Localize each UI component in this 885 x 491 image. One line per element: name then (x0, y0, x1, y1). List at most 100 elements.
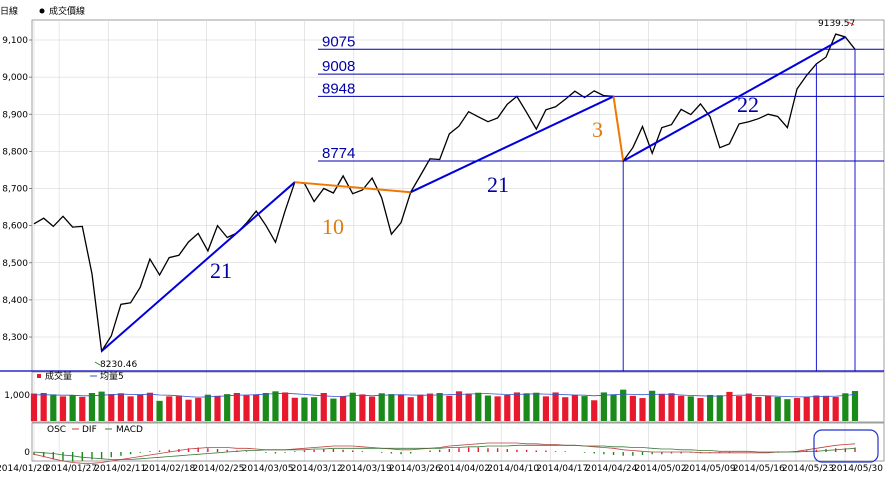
price-y-tick-label: 8,300 (2, 333, 28, 343)
low-price-label: 8230.46 (100, 360, 137, 370)
volume-bar (339, 396, 347, 421)
volume-bar (513, 392, 521, 421)
chart-period-label: 日線 (0, 5, 18, 17)
volume-bar (224, 394, 231, 421)
volume-bar (282, 392, 289, 421)
volume-bar (214, 395, 221, 421)
volume-bar (359, 394, 366, 421)
volume-bar (166, 396, 173, 421)
volume-bar (378, 393, 385, 421)
level-label: 8948 (322, 80, 355, 97)
macd-plot (33, 429, 879, 464)
highlight-box (813, 429, 879, 463)
volume-bar (436, 393, 443, 421)
x-tick-label: 2014/03/19 (340, 464, 392, 474)
price-y-tick-label: 8,700 (2, 185, 28, 195)
wave-segment (294, 181, 411, 194)
volume-bar (610, 394, 617, 421)
volume-bar (629, 395, 636, 421)
volume-bar (793, 398, 801, 421)
volume-bar (243, 395, 250, 421)
volume-bar (465, 393, 472, 421)
volume-bar (262, 393, 269, 421)
volume-bar (368, 396, 376, 421)
volume-bar (311, 397, 318, 421)
volume-bar (253, 394, 260, 421)
volume-bar (475, 392, 482, 421)
volume-bar (842, 393, 849, 421)
volume-bar (649, 390, 656, 421)
x-tick-label: 2014/05/02 (635, 464, 687, 474)
volume-plot (30, 389, 859, 421)
volume-bar (98, 391, 105, 421)
x-tick-label: 2014/04/10 (487, 464, 539, 474)
macd-legend-label: MACD (116, 425, 143, 435)
volume-bar (50, 394, 57, 421)
volume-bar (69, 395, 76, 421)
price-y-tick-label: 9,100 (2, 36, 28, 46)
x-tick-label: 2014/04/24 (585, 464, 637, 474)
volume-bar (774, 396, 781, 421)
volume-bar (803, 396, 810, 421)
macd-y-tick: 0 (24, 448, 30, 458)
x-tick-label: 2014/01/20 (0, 464, 48, 474)
level-label: 8774 (322, 145, 355, 162)
volume-bar (272, 391, 279, 421)
dif-legend-label: DIF (82, 425, 97, 435)
volume-bar (185, 399, 192, 421)
price-panel-frame (31, 19, 885, 372)
volume-bar (542, 396, 550, 421)
volume-bar (533, 392, 540, 421)
volume-y-tick: 1,000 (4, 391, 30, 401)
volume-bar (349, 392, 356, 421)
high-marker (847, 21, 855, 26)
volume-bar (504, 394, 511, 421)
volume-bar (320, 393, 327, 421)
volume-bar (851, 391, 859, 421)
volume-bar (822, 395, 830, 421)
level-label: 9008 (322, 58, 355, 75)
high-price-label: 9139.57 (818, 19, 855, 29)
x-tick-label: 2014/02/18 (143, 464, 195, 474)
volume-bar (407, 397, 414, 421)
volume-bar (668, 393, 675, 421)
x-tick-label: 2014/05/30 (831, 464, 883, 474)
x-tick-label: 2014/05/23 (782, 464, 834, 474)
volume-bar (687, 396, 694, 421)
volume-bar (591, 400, 598, 421)
annotation-layer: 9075 9008 8948 8774 21 10 21 3 22 9139.57 8230.46 (0, 19, 884, 372)
volume-bar (175, 396, 182, 421)
volume-bar (117, 393, 125, 421)
macd-line (33, 444, 856, 460)
level-label: 9075 (322, 33, 355, 50)
volume-bar (600, 392, 607, 421)
volume-ma-legend-label: 均量5 (100, 370, 124, 382)
volume-bar (571, 394, 578, 421)
wave-segment (410, 95, 614, 194)
price-legend-marker (39, 8, 45, 14)
wave-count-label: 21 (210, 258, 232, 283)
volume-bar (784, 399, 791, 421)
volume-bar (813, 395, 820, 421)
volume-bar (291, 397, 298, 421)
volume-bar (388, 394, 395, 421)
volume-bar (40, 393, 47, 421)
wave-segment (100, 181, 296, 352)
x-tick-label: 2014/02/11 (94, 464, 146, 474)
x-tick-label: 2014/01/27 (45, 464, 97, 474)
volume-bar (639, 398, 646, 421)
x-axis: 2014/01/202014/01/272014/02/112014/02/18… (0, 464, 883, 474)
volume-bar (446, 395, 453, 421)
volume-bar (523, 393, 530, 421)
volume-bar (581, 396, 588, 421)
price-plot (33, 33, 856, 353)
volume-bar (707, 394, 714, 421)
volume-legend-label: 成交量 (45, 370, 72, 382)
macd-panel-frame (31, 422, 885, 462)
volume-bar (146, 392, 154, 421)
x-tick-label: 2014/02/25 (193, 464, 245, 474)
price-series-line (33, 33, 856, 353)
price-y-tick-label: 8,400 (2, 296, 28, 306)
volume-bar (552, 392, 559, 421)
